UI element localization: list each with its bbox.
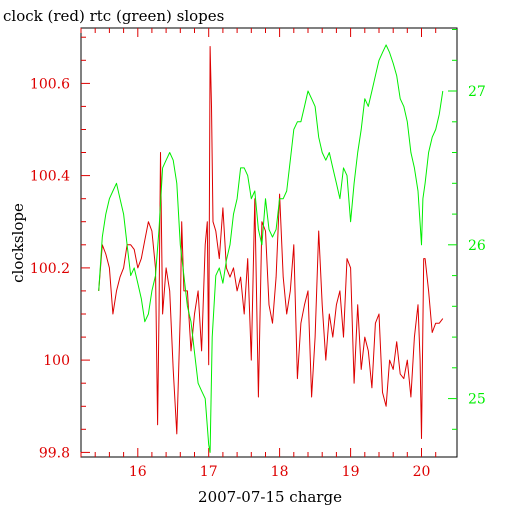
y2-tick-label: 25 — [468, 392, 486, 408]
x-tick-label: 17 — [200, 464, 218, 480]
rtc-slope-line — [98, 44, 444, 453]
y-tick-label: 99.8 — [39, 445, 70, 461]
y-axis-label: clockslope — [9, 203, 27, 283]
x-tick-label: 19 — [342, 464, 360, 480]
plot-frame — [80, 27, 458, 458]
clock-slope-line — [98, 46, 444, 439]
y-tick-label: 100.2 — [30, 261, 70, 277]
x-tick-label: 18 — [271, 464, 289, 480]
y-tick-label: 100.4 — [30, 169, 70, 185]
y-tick-label: 100 — [43, 353, 70, 369]
x-axis-label: 2007-07-15 charge — [198, 488, 342, 506]
y-tick-label: 100.6 — [30, 76, 70, 92]
y2-tick-label: 27 — [468, 84, 486, 100]
y2-tick-label: 26 — [468, 238, 486, 254]
x-tick-label: 16 — [129, 464, 147, 480]
x-tick-label: 20 — [413, 464, 431, 480]
chart-title: clock (red) rtc (green) slopes — [3, 7, 224, 25]
